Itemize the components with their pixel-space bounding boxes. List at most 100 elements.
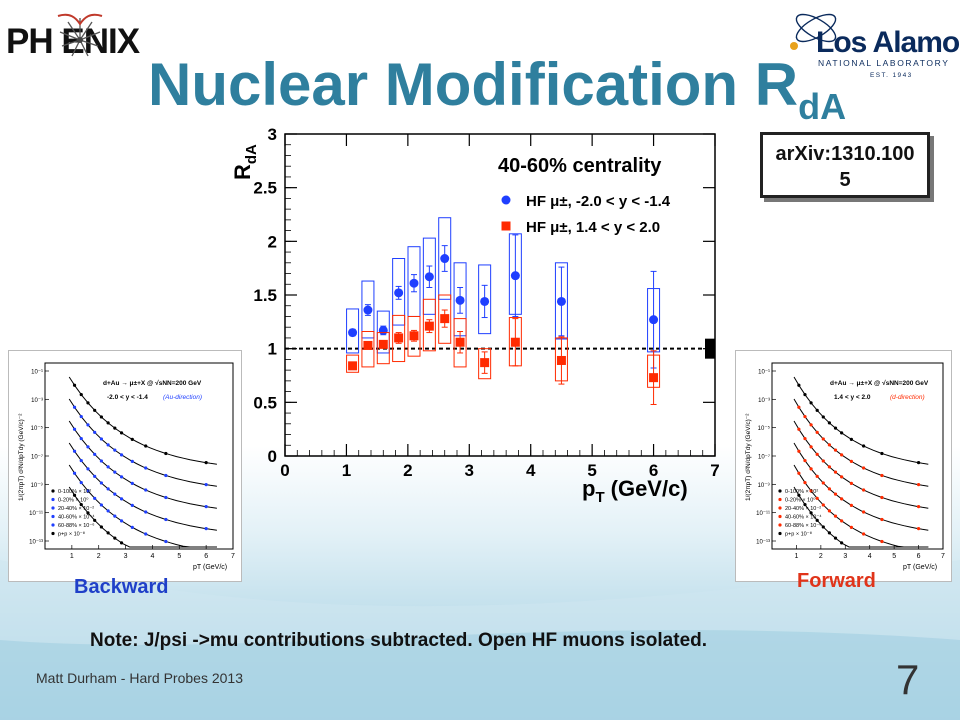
inset-data-point: [809, 511, 813, 515]
chart-title: 40-60% centrality: [498, 155, 662, 177]
inset-data-point: [106, 531, 110, 535]
sys-error-box: [453, 318, 467, 368]
inset-data-point: [119, 475, 124, 479]
inset-series: [68, 420, 217, 509]
inset-data-point: [833, 492, 838, 496]
inset-y-tick-label: 10⁻⁵: [758, 425, 771, 432]
inset-y-tick-label: 10⁻⁷: [758, 454, 770, 461]
inset-direction: (d-direction): [890, 394, 925, 401]
inset-data-point: [827, 531, 832, 535]
inset-legend-marker: [778, 506, 782, 510]
inset-data-point: [797, 493, 801, 497]
inset-data-point: [164, 495, 168, 500]
backward-spectra-panel: 1 2 3 4 5 6 7 10⁻¹ 10⁻³ 10⁻⁵ 10⁻⁷ 10⁻⁹ 10⁻¹¹ 10⁻¹³ pT …: [8, 350, 242, 582]
inset-x-tick-label: 4: [150, 553, 154, 560]
backward-caption: Backward: [74, 576, 169, 598]
inset-data-point: [840, 453, 844, 457]
inset-data-point: [72, 427, 77, 431]
inset-data-point: [106, 443, 110, 447]
inset-header: d+Au → μ±+X @ √sNN=200 GeV: [103, 379, 202, 387]
inset-data-point: [827, 443, 832, 447]
data-point: [348, 328, 358, 338]
inset-data-point: [93, 430, 97, 434]
inset-data-point: [113, 514, 117, 518]
inset-data-point: [130, 459, 134, 463]
inset-frame: [44, 362, 234, 550]
inset-data-point: [797, 383, 801, 387]
sys-error-box: [376, 332, 390, 365]
inset-data-point: [827, 509, 832, 513]
slide-title: Nuclear Modification RdA: [148, 51, 847, 128]
inset-y-tick-label: 10⁻³: [758, 398, 770, 404]
inset-data-point: [833, 426, 838, 430]
inset-data-point: [119, 431, 124, 435]
inset-data-point: [93, 452, 97, 456]
sys-error-box: [392, 314, 406, 363]
inset-data-point: [815, 408, 819, 412]
data-point: [409, 278, 419, 288]
inset-data-point: [106, 421, 110, 425]
backward-spectra-chart: 1 2 3 4 5 6 7 10⁻¹ 10⁻³ 10⁻⁵ 10⁻⁷ 10⁻⁹ 10⁻¹¹ 10⁻¹³ pT …: [18, 362, 235, 571]
inset-data-point: [72, 449, 77, 453]
inset-series: [68, 442, 217, 531]
inset-data-point: [72, 471, 77, 475]
inset-data-point: [862, 532, 866, 536]
inset-data-point: [803, 480, 807, 485]
page-number: 7: [896, 656, 920, 703]
inset-data-point: [880, 495, 884, 500]
inset-series: [793, 420, 929, 509]
legend-entry: HF μ±, -2.0 < y < -1.4: [526, 193, 671, 210]
inset-data-point: [106, 487, 110, 491]
inset-data-point: [821, 481, 825, 485]
inset-y-tick-label: 10⁻¹³: [29, 540, 43, 546]
y-tick-label: 1.5: [253, 286, 277, 305]
inset-legend-entry: p+p × 10⁻⁸: [785, 531, 812, 538]
atom-icon: [790, 13, 837, 50]
inset-data-point: [916, 483, 921, 487]
inset-data-point: [106, 509, 110, 513]
inset-data-point: [72, 405, 77, 409]
inset-x-tick-label: 2: [819, 553, 823, 560]
inset-data-point: [113, 492, 117, 496]
inset-data-point: [86, 423, 90, 427]
inset-data-point: [79, 480, 83, 485]
inset-x-tick-label: 6: [204, 553, 208, 560]
inset-y-tick-label: 10⁻¹¹: [29, 511, 43, 517]
inset-data-point: [809, 467, 813, 471]
data-point: [480, 358, 490, 368]
inset-data-point: [809, 445, 813, 449]
inset-data-point: [99, 503, 103, 507]
data-point: [394, 288, 404, 298]
inset-data-point: [809, 489, 813, 493]
inset-x-label: pT (GeV/c): [903, 564, 937, 571]
forward-spectra-chart: 1 2 3 4 5 6 7 10⁻¹ 10⁻³ 10⁻⁵ 10⁻⁷ 10⁻⁹ 10⁻¹¹ 10⁻¹³ pT …: [745, 362, 945, 571]
inset-data-point: [862, 466, 866, 470]
inset-x-tick-label: 2: [97, 553, 101, 560]
inset-data-point: [916, 461, 921, 465]
inset-direction: (Au-direction): [163, 394, 202, 401]
inset-data-point: [79, 502, 83, 507]
data-point: [649, 373, 659, 383]
inset-legend-entry: 20-40% × 10⁻²: [785, 506, 821, 512]
inset-data-point: [849, 459, 853, 463]
inset-data-point: [79, 392, 83, 397]
inset-y-tick-label: 10⁻³: [31, 398, 43, 404]
inset-data-point: [840, 475, 844, 479]
inset-legend-marker: [51, 489, 55, 493]
x-tick-label: 6: [649, 461, 658, 480]
x-tick-label: 5: [587, 461, 596, 480]
inset-legend-marker: [51, 523, 55, 527]
inset-legend-entry: 40-60% × 10⁻⁴: [785, 514, 822, 521]
inset-y-tick-label: 10⁻¹: [758, 370, 770, 376]
inset-y-tick-label: 10⁻⁷: [31, 454, 43, 461]
inset-data-point: [119, 497, 124, 501]
data-point: [510, 337, 520, 347]
inset-legend-marker: [51, 506, 55, 510]
data-point: [510, 271, 520, 281]
inset-data-point: [797, 405, 801, 409]
arxiv-box: arXiv:1310.1005: [760, 132, 930, 198]
y-tick-label: 1: [268, 340, 277, 359]
inset-data-point: [72, 493, 77, 497]
inset-data-point: [797, 471, 801, 475]
inset-y-tick-label: 10⁻⁵: [31, 425, 44, 432]
